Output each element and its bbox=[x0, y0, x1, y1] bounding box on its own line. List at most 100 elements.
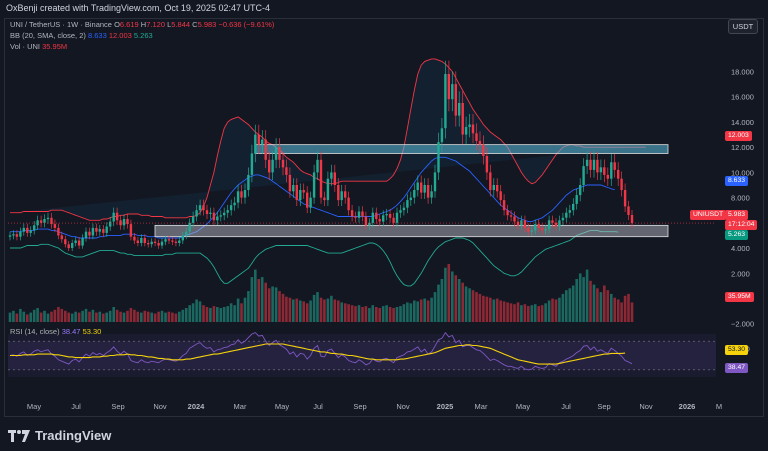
candle-body bbox=[354, 216, 357, 218]
volume-bar bbox=[589, 280, 592, 322]
volume-bar bbox=[19, 308, 22, 322]
candle-body bbox=[299, 190, 302, 201]
volume-bar bbox=[354, 306, 357, 322]
volume-bar bbox=[630, 302, 634, 322]
volume-bar bbox=[126, 310, 129, 322]
footer: TradingView bbox=[0, 418, 768, 451]
volume-bar bbox=[181, 309, 185, 322]
candle-body bbox=[558, 220, 561, 227]
candle-body bbox=[385, 214, 388, 216]
volume-bar bbox=[368, 308, 371, 322]
candle-body bbox=[388, 214, 392, 218]
legend-vol-line: Vol · UNI 35.95M bbox=[10, 42, 67, 52]
price-tick-label: 16.000 bbox=[731, 93, 754, 102]
price-tick-label: 10.000 bbox=[731, 168, 754, 177]
volume-bar bbox=[350, 305, 354, 322]
candle-body bbox=[319, 159, 323, 198]
candle-body bbox=[610, 162, 613, 179]
volume-bar bbox=[22, 311, 26, 322]
price-tick-label: 18.000 bbox=[731, 68, 754, 77]
volume-bar bbox=[233, 305, 236, 322]
volume-bar bbox=[260, 277, 264, 322]
volume-bar bbox=[53, 309, 57, 322]
tradingview-logo[interactable]: TradingView bbox=[8, 427, 111, 443]
volume-bar bbox=[202, 305, 205, 322]
price-tick-label: 2.000 bbox=[731, 269, 750, 278]
volume-bar bbox=[274, 287, 278, 322]
candle-body bbox=[347, 197, 350, 211]
candle-body bbox=[126, 219, 129, 224]
candle-body bbox=[157, 243, 160, 246]
candle-body bbox=[8, 235, 12, 237]
volume-bar bbox=[419, 299, 423, 322]
candle-body bbox=[264, 139, 267, 160]
time-tick-label: 2024 bbox=[188, 402, 206, 411]
candle-body bbox=[140, 238, 143, 243]
legend-h-label: H bbox=[140, 20, 147, 29]
candle-body bbox=[53, 224, 57, 228]
volume-bar bbox=[312, 294, 316, 322]
candle-body bbox=[464, 127, 468, 135]
candle-body bbox=[361, 211, 364, 217]
volume-bar bbox=[281, 293, 285, 322]
candle-body bbox=[617, 169, 620, 179]
volume-bar bbox=[205, 307, 209, 322]
time-tick-label: M bbox=[716, 402, 722, 411]
volume-bar bbox=[257, 279, 261, 322]
badge-bb-upper: 12.003 bbox=[725, 131, 752, 141]
volume-bar bbox=[209, 308, 212, 322]
volume-bar bbox=[8, 312, 12, 322]
candle-body bbox=[133, 236, 136, 241]
candle-body bbox=[112, 212, 115, 222]
candle-body bbox=[344, 191, 347, 198]
candle-body bbox=[147, 243, 150, 245]
candle-body bbox=[326, 178, 330, 201]
volume-bar bbox=[171, 312, 174, 322]
candle-body bbox=[527, 227, 530, 232]
candle-body bbox=[67, 244, 70, 249]
volume-bar bbox=[468, 288, 471, 322]
volume-bar bbox=[84, 308, 88, 322]
volume-bar bbox=[547, 300, 551, 322]
resistance-zone bbox=[254, 144, 669, 154]
candle-body bbox=[105, 226, 108, 233]
currency-button[interactable]: USDT bbox=[728, 19, 758, 34]
volume-bar bbox=[88, 311, 91, 322]
volume-bar bbox=[243, 297, 247, 322]
volume-bar bbox=[112, 307, 115, 322]
time-tick-label: Jul bbox=[561, 402, 571, 411]
volume-bar bbox=[520, 305, 523, 322]
candle-body bbox=[627, 206, 630, 215]
candle-body bbox=[205, 210, 209, 214]
support-zone bbox=[154, 224, 669, 238]
candle-body bbox=[375, 212, 378, 219]
volume-bar bbox=[402, 304, 406, 322]
volume-bar bbox=[39, 312, 43, 322]
volume-bar bbox=[333, 299, 337, 322]
candle-body bbox=[572, 203, 575, 211]
volume-bar bbox=[212, 306, 216, 322]
candle-body bbox=[164, 239, 167, 242]
candle-body bbox=[64, 239, 67, 245]
candle-body bbox=[416, 182, 419, 191]
candle-body bbox=[409, 197, 412, 201]
volume-bar bbox=[153, 313, 157, 322]
rsi-ma-line bbox=[10, 343, 626, 365]
volume-bar bbox=[226, 306, 229, 322]
volume-bar bbox=[454, 275, 458, 322]
volume-bar bbox=[361, 307, 364, 322]
candle-body bbox=[306, 192, 309, 208]
candle-body bbox=[630, 215, 634, 224]
volume-bar bbox=[326, 298, 330, 322]
candle-body bbox=[50, 217, 53, 225]
candle-body bbox=[312, 172, 316, 198]
volume-bar bbox=[599, 292, 603, 322]
volume-bar bbox=[395, 307, 399, 322]
volume-bar bbox=[433, 292, 437, 322]
candle-body bbox=[554, 222, 558, 227]
volume-bar bbox=[620, 302, 623, 322]
legend-rsi-line: RSI (14, close) 38.47 53.30 bbox=[10, 327, 101, 337]
volume-bar bbox=[516, 302, 520, 322]
volume-bar bbox=[413, 300, 416, 322]
